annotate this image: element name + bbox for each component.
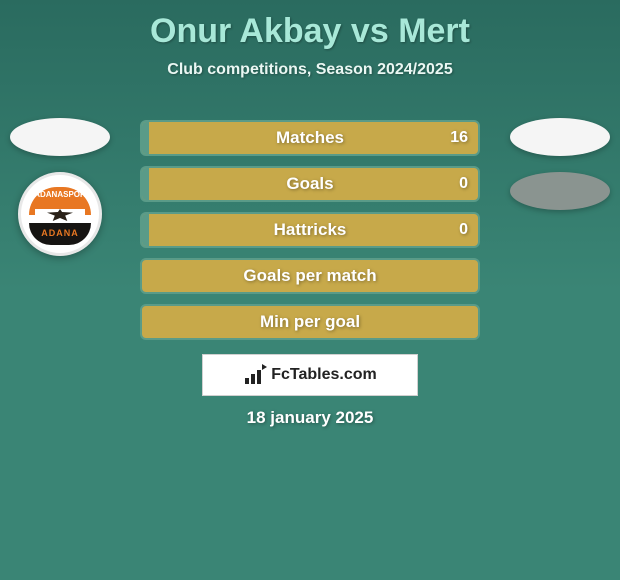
club-badge-eagle-icon [47, 209, 73, 221]
stat-right-value: 16 [450, 129, 468, 147]
bar-fill [142, 168, 149, 200]
bar-fill [142, 214, 149, 246]
player2-name: Mert [398, 12, 470, 50]
brand-text: FcTables.com [271, 366, 377, 384]
stat-label: Matches [276, 128, 344, 148]
comparison-title: Onur Akbay vs Mert [0, 0, 620, 51]
player1-name: Onur Akbay [150, 12, 341, 50]
stat-row-goals-per-match: Goals per match [140, 258, 480, 294]
stat-right-value: 0 [459, 175, 468, 193]
stat-label: Goals [286, 174, 333, 194]
club-badge-bottom: ADANA [29, 223, 91, 245]
stat-row-matches: Matches 16 [140, 120, 480, 156]
subtitle: Club competitions, Season 2024/2025 [0, 61, 620, 79]
stat-right-value: 0 [459, 221, 468, 239]
stat-row-hattricks: Hattricks 0 [140, 212, 480, 248]
stat-label: Min per goal [260, 312, 360, 332]
stat-row-min-per-goal: Min per goal [140, 304, 480, 340]
right-avatar-column [510, 118, 610, 226]
left-avatar-column: ADANASPOR ADANA [10, 118, 110, 256]
stat-row-goals: Goals 0 [140, 166, 480, 202]
brand-box[interactable]: FcTables.com [202, 354, 418, 396]
player2-avatar-placeholder [510, 118, 610, 156]
player1-avatar-placeholder [10, 118, 110, 156]
player1-club-badge: ADANASPOR ADANA [18, 172, 102, 256]
vs-label: vs [351, 12, 389, 50]
stat-bars: Matches 16 Goals 0 Hattricks 0 Goals per… [140, 120, 480, 350]
footer-date: 18 january 2025 [0, 408, 620, 428]
fctables-logo-icon [243, 366, 265, 384]
stat-label: Goals per match [243, 266, 376, 286]
bar-fill [142, 122, 149, 154]
stat-label: Hattricks [274, 220, 347, 240]
player2-club-placeholder [510, 172, 610, 210]
